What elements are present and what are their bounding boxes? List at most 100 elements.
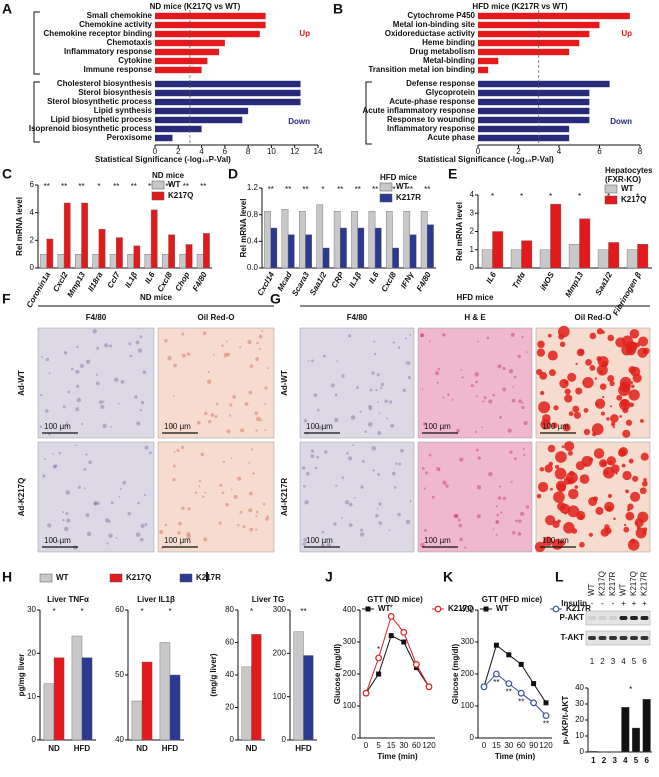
series-line [366, 616, 429, 693]
legend-label: WT [378, 604, 391, 613]
texture [584, 408, 589, 413]
bar [155, 49, 219, 55]
bar [478, 99, 589, 105]
texture [635, 342, 640, 347]
texture [331, 383, 335, 387]
texture [389, 529, 391, 531]
bar [299, 211, 305, 268]
texture [48, 433, 50, 435]
legend-label: WT [621, 184, 634, 193]
bar [132, 701, 142, 740]
texture [589, 533, 593, 537]
texture [245, 402, 249, 406]
marker [376, 655, 382, 661]
texture [520, 512, 524, 516]
texture [632, 476, 638, 482]
texture [263, 503, 266, 506]
significance: * [80, 607, 83, 616]
marker [388, 614, 394, 620]
legend-swatch [380, 183, 392, 191]
texture [595, 377, 597, 379]
texture [219, 522, 222, 525]
y-tick-label: 200 [273, 648, 287, 657]
texture [66, 519, 70, 523]
texture [622, 471, 631, 480]
texture [476, 449, 479, 452]
bar [393, 248, 399, 268]
texture [398, 346, 401, 349]
y-tick-label: 400 [461, 605, 475, 614]
texture [260, 419, 262, 421]
texture [208, 371, 210, 373]
lane-header: WT [619, 583, 628, 596]
x-tick-label: ND [246, 744, 258, 753]
bar [155, 81, 301, 87]
bar [632, 728, 640, 752]
texture [377, 401, 379, 403]
significance: * [491, 192, 494, 201]
y-tick-label: 2 [30, 235, 35, 244]
bar [252, 634, 262, 740]
lane-header: K217R [640, 571, 649, 596]
significance: * [578, 192, 581, 201]
texture [496, 534, 498, 536]
term-label: Inflammatory response [64, 47, 153, 56]
texture [601, 528, 609, 536]
texture [375, 389, 377, 391]
x-tick-label: F4/80 [415, 270, 433, 293]
bar [478, 135, 569, 141]
significance: ** [131, 182, 137, 191]
texture [560, 342, 565, 347]
texture [495, 520, 499, 524]
texture [201, 453, 205, 457]
y-tick-label: 0.8 [247, 210, 259, 219]
lane-number: 6 [642, 657, 647, 666]
texture [207, 379, 211, 383]
texture [572, 528, 578, 534]
texture [181, 333, 184, 336]
texture [311, 359, 314, 362]
texture [181, 507, 184, 510]
y-tick-label: 0.4 [247, 236, 259, 245]
texture [78, 486, 81, 489]
bar [421, 211, 427, 268]
texture [360, 529, 363, 532]
texture [601, 461, 606, 466]
texture [65, 512, 68, 515]
texture [304, 500, 308, 504]
texture [369, 405, 371, 407]
texture [59, 452, 61, 454]
texture [333, 522, 336, 525]
group-label: Down [610, 117, 632, 126]
bar [478, 90, 589, 96]
legend-swatch [40, 574, 52, 582]
texture [231, 457, 233, 459]
x-tick-label: Tnfα [511, 270, 528, 290]
y-tick-label: 200 [461, 669, 475, 678]
texture [52, 453, 54, 455]
texture [65, 490, 70, 495]
term-label: Acute inflammatory response [363, 106, 476, 115]
chart-title: Liver IL1β [137, 595, 175, 604]
texture [635, 522, 638, 525]
bar [598, 250, 608, 268]
scale-label: 100 µm [306, 422, 333, 431]
texture [96, 374, 98, 376]
texture [475, 381, 478, 384]
texture [375, 514, 378, 517]
texture [610, 414, 619, 423]
texture [360, 485, 363, 488]
texture [607, 456, 616, 465]
texture [259, 348, 261, 350]
texture [492, 394, 495, 397]
bar [478, 49, 569, 55]
term-label: Lipid synthesis [94, 106, 153, 115]
significance: ** [355, 185, 361, 194]
texture [96, 382, 100, 386]
y-tick-label: 60 [225, 638, 234, 647]
y-tick-label: 300 [343, 637, 357, 646]
row-label: Ad-K217R [280, 478, 289, 516]
texture [555, 451, 567, 463]
texture [373, 469, 375, 471]
texture [475, 431, 477, 433]
